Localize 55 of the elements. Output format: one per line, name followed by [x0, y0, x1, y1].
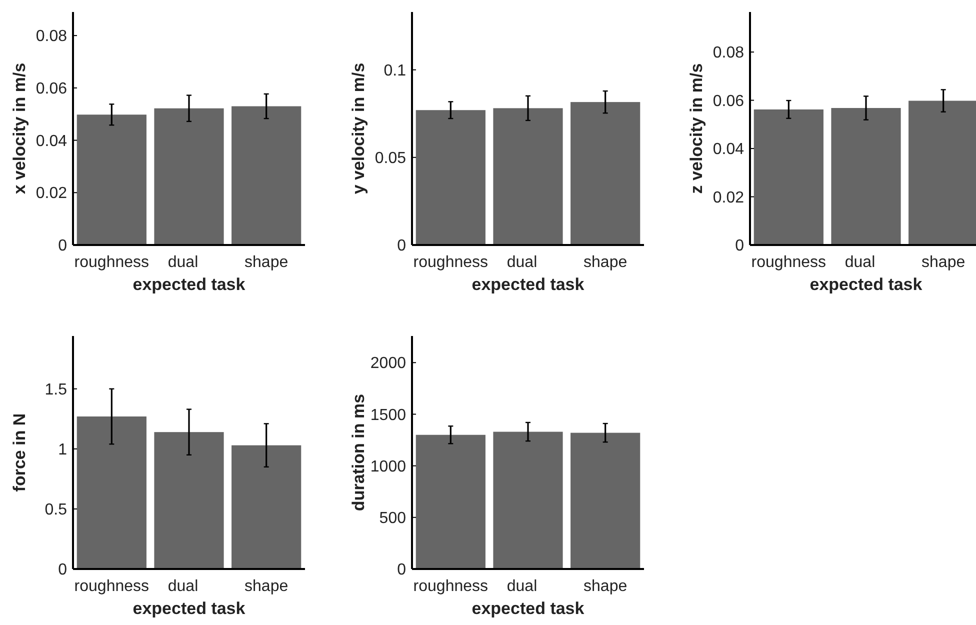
y-tick-label: 0	[735, 238, 744, 255]
bar	[76, 416, 146, 569]
x-tick-label: roughness	[74, 254, 150, 271]
y-tick-label: 500	[379, 510, 406, 528]
y-tick-label: 2000	[370, 355, 406, 372]
x-tick-label: roughness	[413, 254, 488, 271]
y-axis-title: duration in ms	[349, 394, 368, 512]
y-tick-label: 1000	[370, 458, 406, 476]
x-tick-label: roughness	[751, 254, 826, 271]
y-tick-label: 0.06	[36, 80, 68, 98]
y-tick-label: 0	[58, 562, 68, 579]
x-axis-title: expected task	[132, 275, 246, 294]
bar	[154, 432, 224, 569]
y-tick-label: 0.1	[384, 62, 406, 80]
y-axis-title: force in N	[10, 413, 29, 492]
y-tick-label: 0.08	[36, 28, 68, 46]
x-tick-label: roughness	[74, 578, 150, 595]
y-tick-label: 0	[397, 238, 406, 255]
x-axis-title: expected task	[132, 599, 246, 618]
y-tick-label: 0.02	[712, 189, 744, 206]
bar	[754, 109, 824, 245]
bar	[831, 108, 901, 245]
x-axis-title: expected task	[472, 599, 585, 618]
y-axis-title: x velocity in m/s	[10, 62, 29, 194]
bar	[570, 102, 640, 245]
y-axis-title: z velocity in m/s	[687, 63, 706, 194]
y-tick-label: 0.5	[44, 502, 68, 519]
x-axis-title: expected task	[472, 275, 585, 294]
x-tick-label: shape	[584, 578, 628, 595]
x-tick-label: shape	[584, 254, 628, 271]
x-tick-label: dual	[168, 578, 198, 595]
x-tick-label: shape	[922, 254, 966, 271]
bar	[493, 108, 563, 245]
bar	[232, 445, 302, 569]
y-tick-label: 0.06	[712, 92, 744, 110]
bar	[416, 110, 486, 245]
y-axis-title: y velocity in m/s	[349, 62, 368, 194]
x-tick-label: dual	[168, 254, 198, 271]
y-tick-label: 0.02	[36, 185, 68, 202]
y-tick-label: 0	[397, 562, 406, 579]
y-tick-label: 1	[58, 441, 68, 458]
y-tick-label: 1.5	[44, 381, 68, 398]
x-tick-label: dual	[844, 254, 876, 271]
x-tick-label: shape	[244, 254, 288, 271]
y-tick-label: 0.05	[374, 150, 406, 168]
y-tick-label: 0.08	[712, 44, 744, 62]
x-tick-label: roughness	[413, 578, 488, 595]
y-tick-label: 1500	[370, 406, 406, 424]
y-tick-label: 0.04	[36, 132, 68, 150]
y-tick-label: 0.04	[712, 141, 744, 158]
y-tick-label: 0	[58, 238, 68, 255]
x-axis-title: expected task	[810, 275, 923, 294]
x-tick-label: dual	[506, 578, 538, 595]
x-tick-label: shape	[244, 578, 288, 595]
x-tick-label: dual	[506, 254, 538, 271]
